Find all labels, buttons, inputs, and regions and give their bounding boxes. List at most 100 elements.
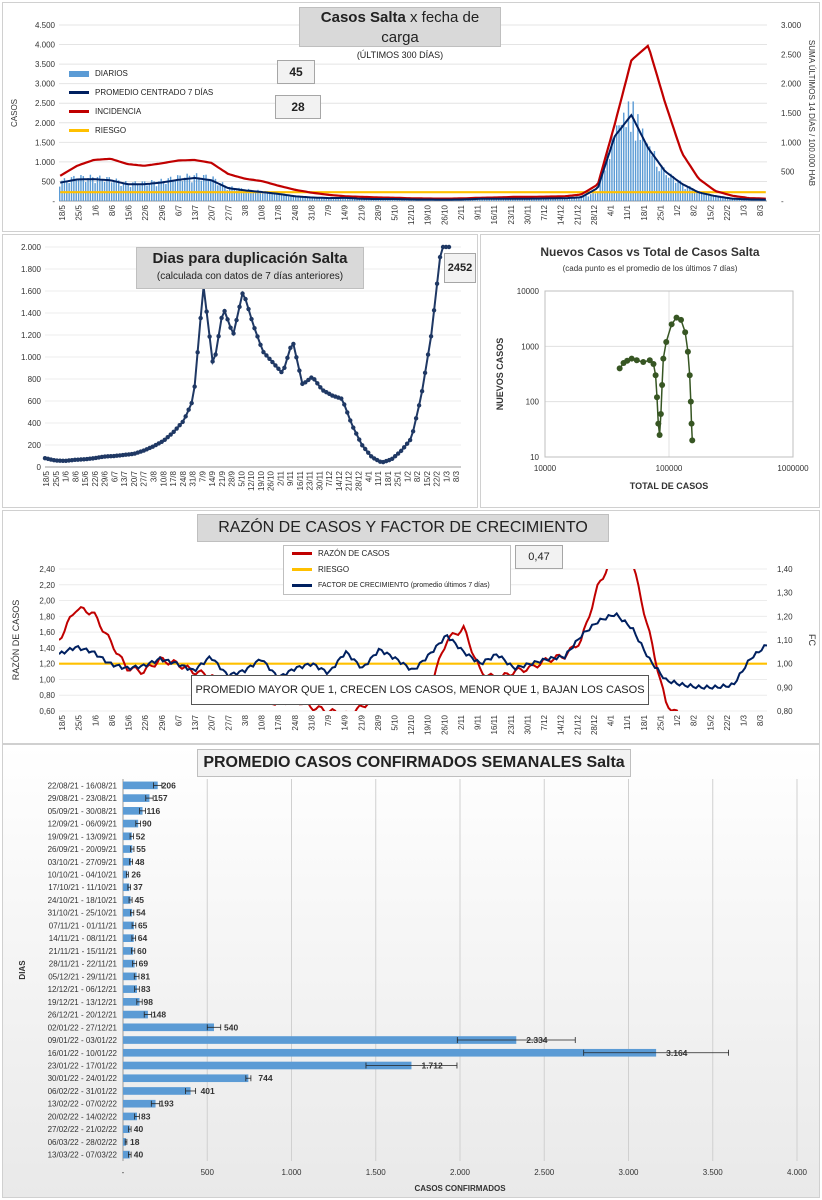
doubling-point [237, 304, 242, 310]
doubling-point [171, 429, 176, 435]
category-label-19: 02/01/22 - 27/12/21 [48, 1023, 118, 1032]
y2-tick-label-6: 3.000 [781, 21, 802, 30]
x-tick-27: 23/11 [306, 470, 315, 490]
doubling-point [204, 309, 209, 314]
daily-bar [547, 197, 549, 201]
x-tick-22: 19/10 [424, 204, 433, 225]
daily-bar [693, 191, 696, 201]
y-tick-label-4: 2.000 [35, 119, 56, 128]
daily-bar [205, 174, 207, 201]
scatter-point [624, 357, 631, 364]
y2-tick-label-1: 500 [781, 168, 795, 177]
new-vs-total-subtitle: (cada punto es el promedio de los último… [562, 264, 738, 273]
daily-bar [346, 197, 349, 201]
scatter-point [684, 348, 691, 355]
x-tick-30: 14/12 [557, 714, 566, 735]
y2-tick-label-6: 1,40 [777, 565, 793, 574]
daily-bar [710, 195, 712, 201]
daily-bar [356, 198, 358, 201]
daily-bar [729, 198, 731, 201]
daily-bar [639, 139, 641, 201]
y2-tick-label-3: 1,10 [777, 636, 793, 645]
daily-bar [257, 189, 259, 201]
category-label-14: 28/11/21 - 22/11/21 [49, 960, 118, 969]
scatter-point [678, 316, 685, 323]
x-tick-29: 7/12 [540, 714, 549, 730]
daily-bar [120, 185, 122, 201]
week-bar-18 [123, 1010, 148, 1019]
doubling-point [294, 355, 299, 360]
doubling-point [279, 369, 284, 375]
x-tick-37: 1/2 [403, 470, 412, 482]
x-tick-14: 24/8 [291, 204, 300, 220]
doubling-point [348, 418, 353, 423]
daily-bar [641, 128, 644, 201]
doubling-point [285, 355, 290, 361]
doubling-point [401, 445, 407, 450]
daily-bar [292, 195, 295, 201]
daily-bar [226, 190, 228, 201]
x-tick-35: 18/1 [640, 204, 649, 220]
growth-value-box: 0,47 [515, 545, 563, 569]
daily-bar [228, 186, 231, 201]
daily-bar [188, 175, 191, 201]
x-tick-15: 31/8 [189, 470, 198, 486]
x-tick-21: 12/10 [247, 470, 256, 491]
y-tick-label-4: 1,40 [39, 644, 55, 653]
daily-bar [365, 198, 368, 201]
daily-bar [660, 165, 663, 201]
y2-tick-label-1: 0,90 [777, 683, 793, 692]
x-tick-label-0: 10000 [534, 464, 557, 473]
doubling-point [413, 416, 419, 421]
category-label-2: 05/09/21 - 30/08/21 [48, 807, 118, 816]
x-tick-10: 27/7 [224, 204, 233, 220]
daily-bar [195, 173, 198, 201]
daily-bar [250, 189, 252, 201]
doubling-point [258, 342, 263, 347]
category-label-9: 24/10/21 - 18/10/21 [48, 896, 118, 905]
doubling-days-chart: 0 200 400 600 800 1.000 1.200 1.400 1.600 1.800 2.… [21, 243, 461, 491]
doubling-point [407, 437, 413, 443]
daily-bar [571, 197, 573, 201]
y-tick-label-5: 2.500 [35, 99, 56, 108]
x-tick-23: 26/10 [440, 714, 449, 735]
x-tick-9: 20/7 [208, 714, 217, 730]
daily-bar [77, 179, 80, 201]
doubling-point [389, 456, 395, 462]
daily-bar [377, 199, 380, 201]
incidencia-line [59, 44, 766, 200]
x-tick-38: 8/2 [690, 204, 699, 216]
x-tick-9: 20/7 [208, 204, 217, 220]
x-tick-20: 5/10 [390, 204, 399, 220]
doubling-point [312, 377, 317, 382]
daily-bar [580, 196, 582, 201]
category-label-11: 07/11/21 - 01/11/21 [49, 921, 118, 930]
daily-bar [92, 177, 94, 201]
x-tick-19: 28/9 [374, 204, 383, 220]
daily-bar [630, 131, 632, 201]
doubling-point [357, 437, 362, 442]
value-label-29: 40 [134, 1150, 144, 1160]
x-tick-21: 12/10 [407, 204, 416, 225]
daily-bar [649, 146, 651, 201]
daily-bar [259, 191, 262, 201]
legend-item-promedio: PROMEDIO CENTRADO 7 DÍAS [69, 83, 213, 102]
daily-bar [656, 166, 658, 201]
value-label-17: 98 [144, 997, 154, 1007]
daily-bar [561, 198, 564, 201]
daily-bar [684, 189, 686, 201]
x-tick-0: 18/5 [58, 714, 67, 730]
x-tick-35: 18/1 [640, 714, 649, 730]
daily-bar [302, 196, 304, 201]
x-tick-28: 30/11 [315, 470, 324, 490]
x-tick-12: 10/8 [159, 470, 168, 486]
x-tick-7: 6/7 [174, 714, 183, 726]
x-tick-11: 3/8 [241, 714, 250, 726]
daily-bar [549, 198, 552, 201]
doubling-point [222, 308, 227, 314]
daily-bar [63, 178, 66, 201]
week-bar-14 [123, 959, 135, 968]
x-tick-41: 1/3 [739, 714, 748, 726]
x-tick-16: 7/9 [324, 714, 333, 726]
doubling-point [162, 437, 167, 443]
